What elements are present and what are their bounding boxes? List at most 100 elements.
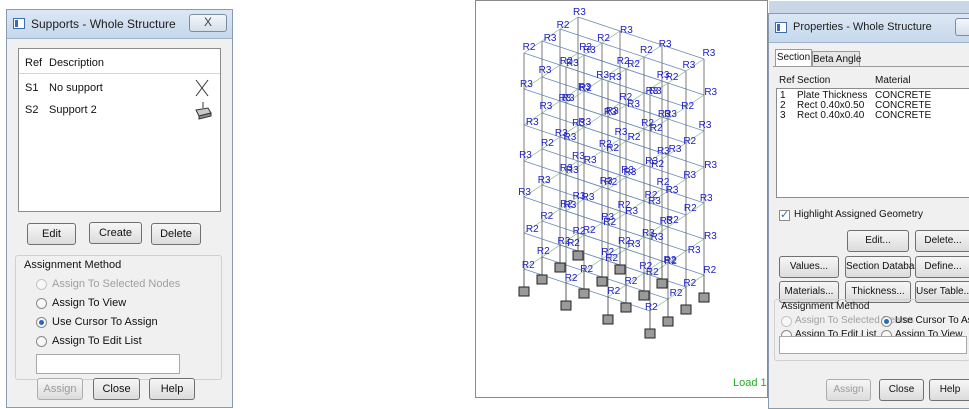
member-label: R2 xyxy=(540,137,554,149)
section-database-button[interactable]: Section Database xyxy=(845,256,925,278)
thickness-button[interactable]: Thickness... xyxy=(845,281,911,303)
close-button[interactable]: Close xyxy=(879,379,924,401)
frame-member xyxy=(541,208,561,222)
member-label: R2 xyxy=(598,139,612,151)
structure-frame xyxy=(518,16,710,339)
frame-member xyxy=(685,94,705,108)
user-table-button[interactable]: User Table... xyxy=(915,281,969,303)
frame-member xyxy=(625,68,669,84)
member-label: R2 xyxy=(540,210,554,222)
close-icon[interactable]: X xyxy=(189,14,227,32)
close-button[interactable]: Close xyxy=(93,378,140,400)
help-button[interactable]: Help xyxy=(149,378,195,400)
tab-section[interactable]: Section xyxy=(775,49,812,67)
list-separator xyxy=(19,73,220,74)
define-button[interactable]: Define... xyxy=(915,256,969,278)
support-symbol xyxy=(698,292,710,303)
assignment-method-group: Assignment Method Assign To Selected Bea… xyxy=(774,299,969,361)
frame-member xyxy=(661,224,705,240)
member-label: R3 xyxy=(623,167,637,179)
structure-viewport[interactable]: R2 R2 R2 R2 R2 R2 R2 R2 R2 R2 R2 R2 R2 R2 R2 R2 R2 R2 R2 R3… xyxy=(475,0,768,398)
delete-button[interactable]: Delete... xyxy=(915,230,969,252)
create-button[interactable]: Create xyxy=(89,222,142,244)
frame-member xyxy=(643,236,687,252)
supports-list[interactable]: Ref Description S1 No support S2 Support… xyxy=(18,48,221,212)
frame-member xyxy=(541,220,585,236)
edit-button[interactable]: Edit xyxy=(27,223,76,245)
member-label: R2 xyxy=(639,45,653,57)
table-row[interactable]: 3 Rect 0.40x0.40 CONCRETE xyxy=(777,111,967,122)
close-icon[interactable]: X xyxy=(955,18,969,36)
edit-list-field[interactable] xyxy=(36,354,180,374)
frame-member xyxy=(559,196,579,210)
highlight-checkbox-row[interactable]: Highlight Assigned Geometry xyxy=(779,208,959,223)
assignment-method-title: Assignment Method xyxy=(781,301,870,312)
frame-member xyxy=(583,258,603,272)
frame-member xyxy=(541,184,585,200)
member-label: R3 xyxy=(608,71,622,83)
member-label: R2 xyxy=(619,92,633,103)
frame-member xyxy=(667,142,687,156)
supports-titlebar[interactable]: Supports - Whole Structure X xyxy=(7,10,232,39)
frame-member xyxy=(541,136,561,150)
section-name: Rect 0.40x0.50 xyxy=(797,100,865,111)
frame-member xyxy=(685,130,705,144)
list-item[interactable]: S2 Support 2 xyxy=(19,101,220,123)
member-label: R3 xyxy=(554,127,568,139)
tab-beta-angle[interactable]: Beta Angle xyxy=(812,51,861,67)
frame-member xyxy=(601,138,621,152)
member-label: R2 xyxy=(616,56,630,68)
member-label: R2 xyxy=(617,199,631,211)
section-ref: 2 xyxy=(780,100,786,111)
frame-member xyxy=(565,54,585,68)
frame-member xyxy=(559,52,579,66)
properties-titlebar[interactable]: Properties - Whole Structure X xyxy=(769,14,969,43)
frame-member xyxy=(601,246,621,260)
support-symbol xyxy=(536,274,548,285)
frame-member xyxy=(607,212,627,226)
frame-member xyxy=(625,200,645,214)
support-symbol xyxy=(596,276,608,287)
table-row[interactable]: 1 Plate Thickness CONCRETE xyxy=(777,91,967,102)
frame-member xyxy=(541,172,561,186)
frame-member xyxy=(625,128,645,142)
values-button[interactable]: Values... xyxy=(779,256,839,278)
radio-label: Assign To Edit List xyxy=(795,329,877,340)
edit-button[interactable]: Edit... xyxy=(847,230,909,252)
radio-label: Use Cursor To Assign xyxy=(52,316,158,328)
member-label: R3 xyxy=(525,116,539,128)
frame-member xyxy=(667,106,687,120)
member-label: R3 xyxy=(668,144,682,156)
member-label: R3 xyxy=(699,192,713,204)
frame-member xyxy=(607,116,651,132)
member-label: R2 xyxy=(607,285,621,297)
radio-button xyxy=(36,336,47,347)
member-label: R3 xyxy=(603,106,617,118)
section-ref: 3 xyxy=(780,110,786,121)
frame-member xyxy=(523,88,567,104)
materials-button[interactable]: Materials... xyxy=(779,281,839,303)
table-row[interactable]: 2 Rect 0.40x0.50 CONCRETE xyxy=(777,101,967,112)
member-label: R3 xyxy=(578,117,592,129)
assignment-method-title: Assignment Method xyxy=(24,259,122,271)
edit-list-field[interactable] xyxy=(779,336,967,354)
list-item[interactable]: S1 No support xyxy=(19,79,220,101)
no-support-icon xyxy=(195,79,209,97)
load-case-label: Load 1 xyxy=(733,377,767,389)
frame-member xyxy=(601,30,621,44)
properties-title: Properties - Whole Structure xyxy=(793,21,932,33)
help-button[interactable]: Help xyxy=(929,379,969,401)
radio-button xyxy=(781,316,792,327)
sections-list[interactable]: 1 Plate Thickness CONCRETE 2 Rect 0.40x0… xyxy=(776,88,969,198)
assign-button[interactable]: Assign xyxy=(826,379,871,401)
frame-member xyxy=(559,28,603,44)
member-label: R2 xyxy=(664,255,677,267)
member-label: R2 xyxy=(522,41,536,53)
highlight-label: Highlight Assigned Geometry xyxy=(794,209,923,220)
assign-button[interactable]: Assign xyxy=(37,378,83,400)
delete-button[interactable]: Delete xyxy=(151,223,201,245)
member-label: R2 xyxy=(567,237,580,249)
frame-member xyxy=(565,210,609,226)
radio-label: Assign To Selected Beams xyxy=(795,315,914,326)
frame-member xyxy=(643,116,663,130)
